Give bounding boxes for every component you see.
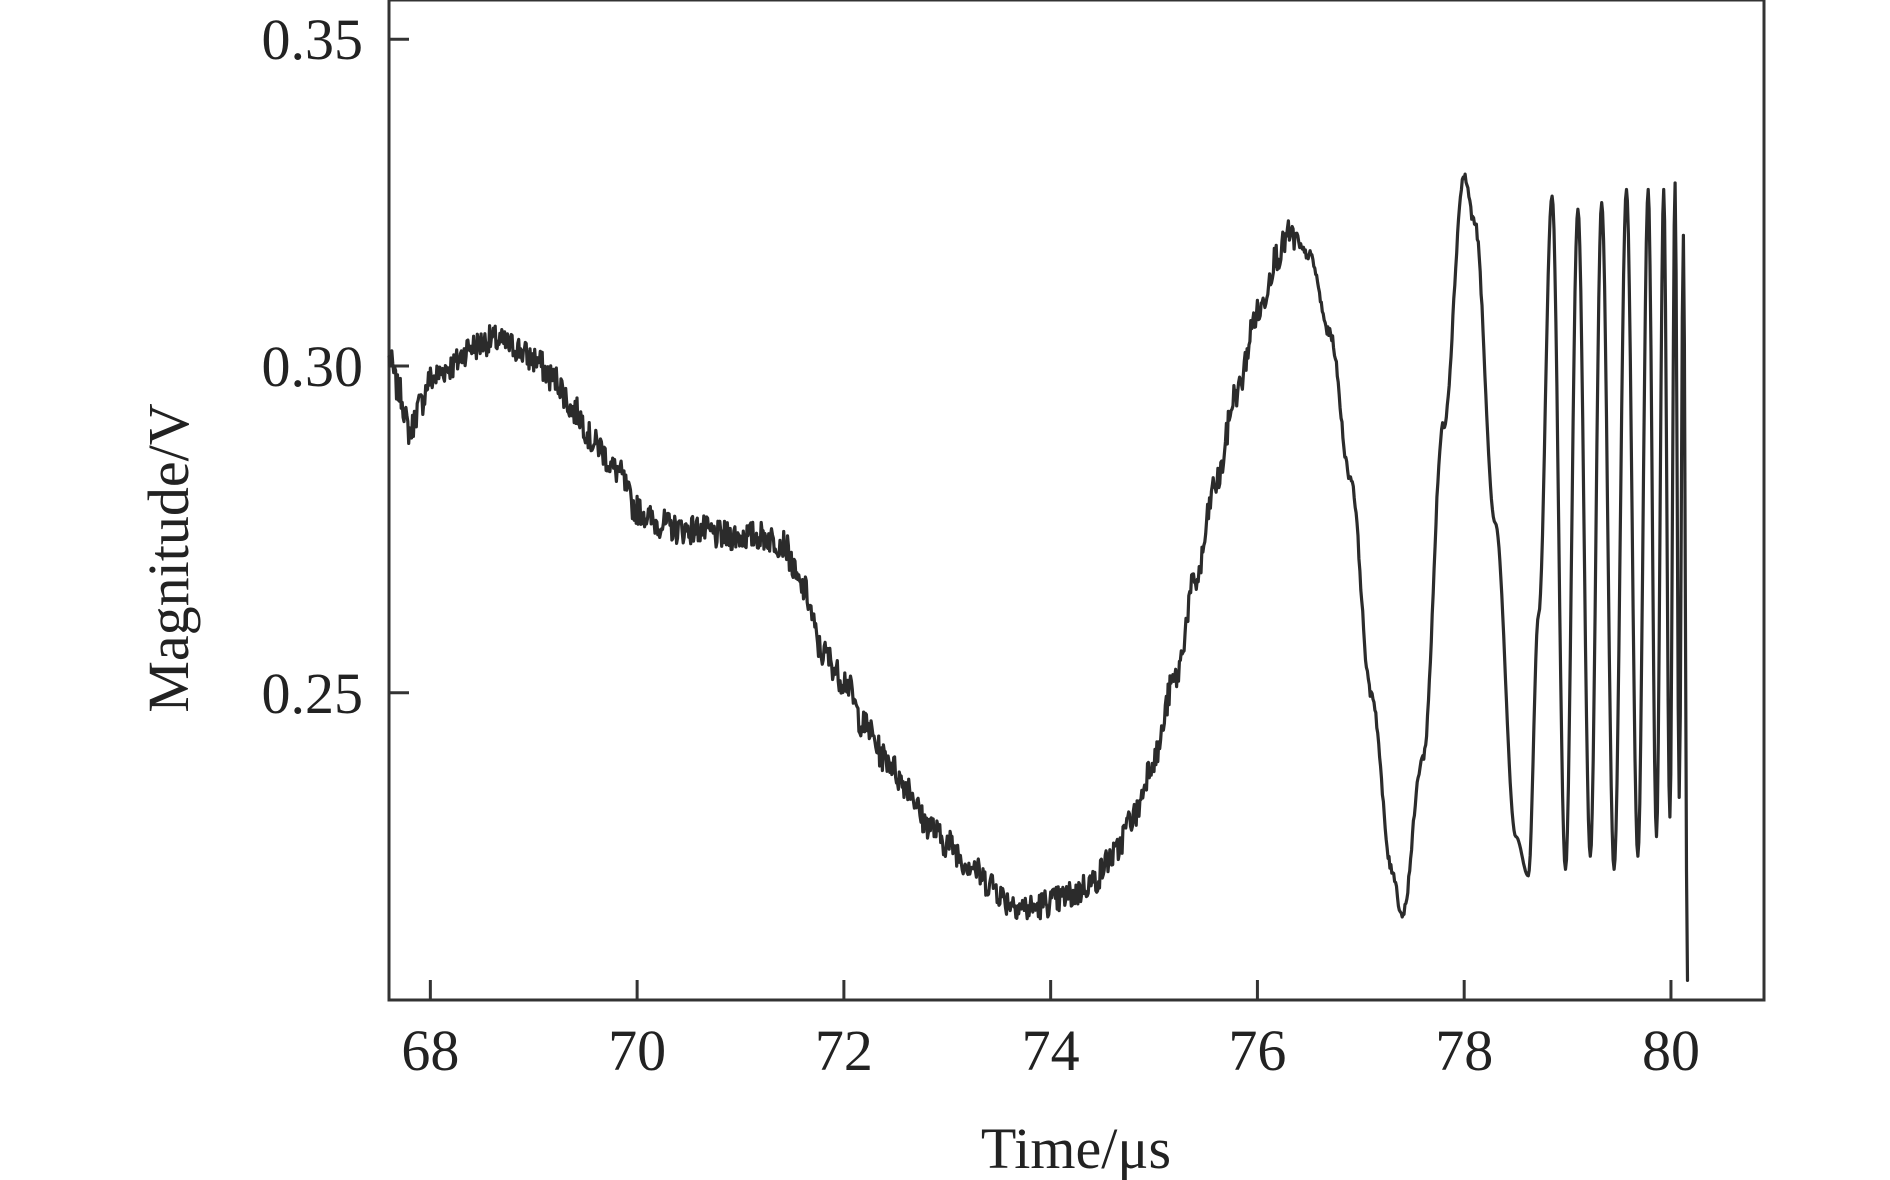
y-tick-label: 0.25	[262, 661, 364, 726]
y-axis-title: Magnitude/V	[136, 403, 201, 712]
x-tick-label: 80	[1642, 1018, 1700, 1083]
y-tick-label: 0.30	[262, 334, 364, 399]
x-tick-label: 68	[401, 1018, 459, 1083]
x-axis-title: Time/μs	[981, 1116, 1171, 1180]
x-tick-label: 76	[1228, 1018, 1286, 1083]
x-axis-ticks: 68 70 72 74 76 78 80	[401, 980, 1700, 1083]
signal-line	[387, 172, 1690, 982]
y-axis-ticks: 0.25 0.30 0.35	[262, 7, 409, 726]
x-tick-label: 78	[1435, 1018, 1493, 1083]
y-tick-label: 0.35	[262, 7, 364, 72]
plot-frame	[387, 0, 1766, 1002]
x-tick-label: 70	[608, 1018, 666, 1083]
x-tick-label: 72	[815, 1018, 873, 1083]
x-tick-label: 74	[1022, 1018, 1080, 1083]
